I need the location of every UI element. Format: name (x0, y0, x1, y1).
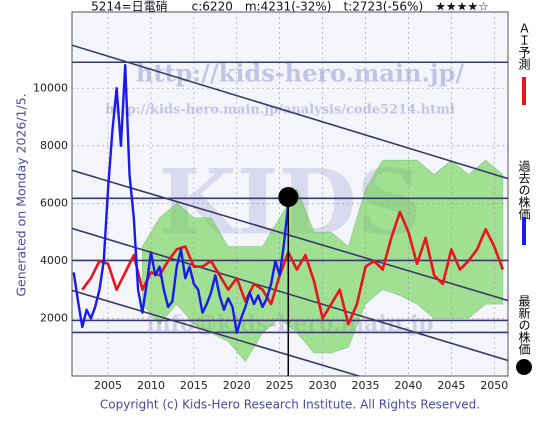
side-note: Generated on Monday 2026/1/5. (14, 93, 29, 296)
y-tick-label: 8000 (40, 139, 68, 152)
trend-line (72, 227, 508, 362)
chart-title: 5214=日電硝 c:6220 m:4231(-32%) t:2723(-56%… (91, 0, 489, 14)
legend-swatch (516, 359, 532, 375)
x-tick-label: 2025 (266, 379, 294, 392)
x-tick-label: 2005 (94, 379, 122, 392)
y-tick-label: 6000 (40, 196, 68, 209)
trend-line (72, 169, 508, 302)
trend-line (72, 289, 362, 376)
y-tick-label: 10000 (33, 81, 68, 94)
legend-label: ＡＩ予測 (517, 22, 531, 71)
latest-point (278, 187, 299, 208)
x-tick-label: 2045 (437, 379, 465, 392)
line-series (81, 210, 505, 326)
x-tick-label: 2050 (480, 379, 508, 392)
x-tick-label: 2030 (309, 379, 337, 392)
watermark: http://kids-hero.main.jp/ (136, 59, 464, 88)
x-tick-label: 2015 (180, 379, 208, 392)
y-tick-label: 4000 (40, 254, 68, 267)
x-tick-label: 2040 (394, 379, 422, 392)
legend-label: 最新の株価 (517, 295, 531, 355)
x-tick-label: 2035 (352, 379, 380, 392)
line-series (72, 64, 290, 335)
x-tick-label: 2010 (137, 379, 165, 392)
y-tick-label: 2000 (40, 311, 68, 324)
watermark: http://kids-hero.main.jp/analysis/code52… (105, 103, 455, 118)
trend-line (72, 44, 508, 180)
footer: Copyright (c) Kids-Hero Research Institu… (100, 398, 480, 412)
x-tick-label: 2020 (223, 379, 251, 392)
legend-label: 過去の株価 (517, 160, 531, 220)
